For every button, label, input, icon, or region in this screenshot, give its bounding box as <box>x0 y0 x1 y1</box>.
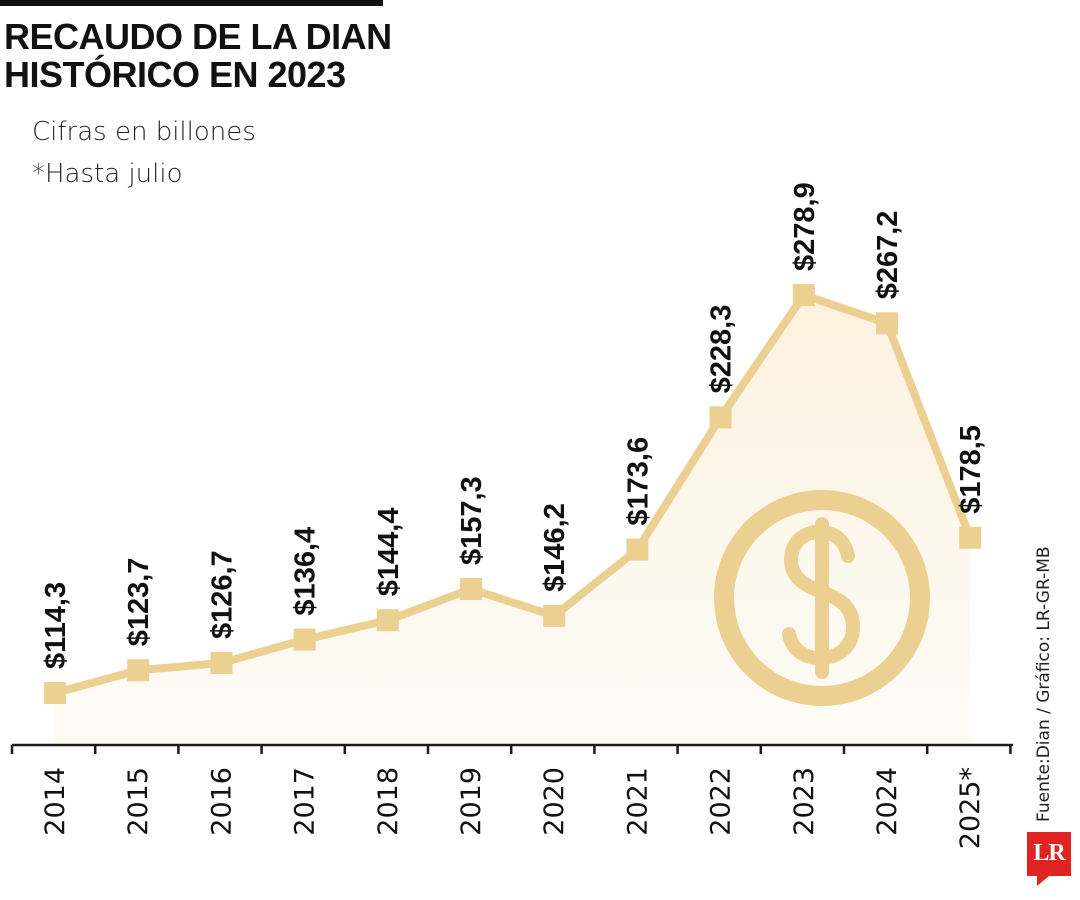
data-point-2018 <box>376 609 399 632</box>
chart-note: *Hasta julio <box>32 159 183 189</box>
series-line <box>51 291 975 697</box>
data-point-2021 <box>626 538 649 561</box>
data-markers <box>44 284 982 704</box>
data-label-2021: $173,6 <box>622 437 654 526</box>
data-point-2025 <box>959 526 982 549</box>
x-axis-label-2025: 2025* <box>955 767 986 849</box>
x-axis-label-2019: 2019 <box>456 767 487 836</box>
chart-subtitle: Cifras en billones <box>32 117 256 147</box>
x-axis-label-2023: 2023 <box>789 767 820 836</box>
data-point-2024 <box>876 312 898 335</box>
data-point-2023 <box>792 284 815 306</box>
data-point-2019 <box>460 578 482 601</box>
data-label-2023: $278,9 <box>789 182 821 271</box>
data-label-2016: $126,7 <box>206 550 238 639</box>
data-label-2014: $114,3 <box>40 582 72 669</box>
data-point-2015 <box>127 659 150 682</box>
data-label-2020: $146,2 <box>539 503 571 592</box>
data-point-2020 <box>543 604 566 627</box>
chart-title-line-2: HISTÓRICO EN 2023 <box>4 54 346 95</box>
source-credit: Fuente:Dian / Gráfico: LR-GR-MB <box>1034 546 1054 822</box>
data-point-2017 <box>293 628 316 651</box>
x-axis-labels: 2014 2015 2016 2017 2018 2019 2020 2021 2022 2023… <box>40 767 986 849</box>
chart-title: RECAUDO DE LA DIAN HISTÓRICO EN 2023 <box>4 18 392 94</box>
data-label-2015: $123,7 <box>123 558 155 647</box>
x-axis-label-2022: 2022 <box>706 767 737 836</box>
data-point-2016 <box>210 652 233 675</box>
data-label-2024: $267,2 <box>872 211 904 300</box>
x-axis-label-2024: 2024 <box>872 767 903 836</box>
data-label-2017: $136,4 <box>290 527 322 616</box>
data-label-2019: $157,3 <box>456 476 488 565</box>
x-axis-label-2015: 2015 <box>123 767 154 836</box>
data-label-2018: $144,4 <box>373 508 405 597</box>
x-axis-label-2020: 2020 <box>539 767 570 836</box>
x-axis-label-2021: 2021 <box>622 767 653 836</box>
x-axis-label-2014: 2014 <box>40 767 71 836</box>
x-axis-label-2017: 2017 <box>290 767 321 836</box>
top-rule <box>0 0 383 6</box>
x-axis-label-2018: 2018 <box>373 767 404 836</box>
data-point-2014 <box>44 682 66 704</box>
chart-title-line-1: RECAUDO DE LA DIAN <box>4 16 392 57</box>
data-label-2025: $178,5 <box>955 425 987 514</box>
lr-logo: LR <box>1027 832 1071 886</box>
x-axis-label-2016: 2016 <box>206 767 237 836</box>
dollar-coin-icon <box>714 490 930 706</box>
x-axis-ticks <box>10 745 1012 754</box>
data-label-2022: $228,3 <box>706 305 738 394</box>
area-fill <box>55 295 971 745</box>
data-labels: $114,3 $123,7 $126,7 $136,4 $144,4 $157,3 $146… <box>40 182 987 669</box>
data-point-2022 <box>709 406 732 429</box>
